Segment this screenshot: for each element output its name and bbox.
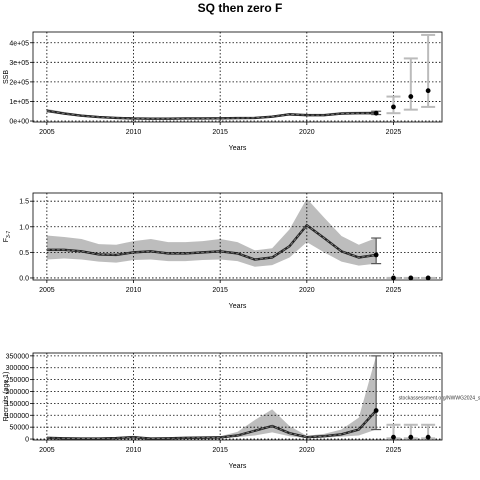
y-tick-label: 1e+05 — [9, 99, 29, 106]
y-tick-label: 200000 — [6, 389, 29, 396]
x-tick-label: 2025 — [386, 129, 402, 136]
projection-2025 — [386, 423, 401, 440]
x-tick-label: 2020 — [299, 287, 315, 294]
x-axis-label: Years — [229, 303, 247, 310]
x-tick-label: 2010 — [126, 129, 142, 136]
y-axis-label: SSB — [3, 70, 10, 84]
x-axis-label: Years — [229, 145, 247, 152]
chart-panels: 2005 2010 2015 2020 2025 0e+00 1e+05 2e+05 3e+05… — [3, 31, 480, 470]
x-tick-label: 2025 — [386, 447, 402, 454]
y-tick-label: 4e+05 — [9, 40, 29, 47]
projection-point — [425, 275, 431, 281]
plot-frame — [32, 192, 443, 281]
x-tick-label: 2010 — [126, 287, 142, 294]
y-tick-label: 50000 — [10, 425, 30, 432]
series-line-dashed — [46, 110, 377, 120]
projection-2026 — [403, 275, 418, 281]
panel-f: 2005 2010 2015 2020 2025 0.0 0.5 1.0 1.5 Years F3-… — [3, 192, 443, 310]
x-tick-label: 2010 — [126, 447, 142, 454]
confidence-band — [46, 198, 377, 267]
projection-point — [425, 434, 431, 440]
y-tick-label: 0 — [25, 437, 29, 444]
y-axis-label: Recruits (age 1) — [3, 372, 10, 422]
data-point — [373, 252, 379, 258]
y-tick-label: 1.0 — [19, 224, 29, 231]
x-tick-label: 2005 — [39, 447, 55, 454]
y-axis-label-subscript: 3-7 — [6, 231, 12, 238]
x-tick-label: 2015 — [212, 129, 228, 136]
projection-point — [391, 104, 396, 110]
y-tick-label: 2e+05 — [9, 79, 29, 86]
x-axis-label: Years — [229, 463, 247, 470]
chart-title: SQ then zero F — [198, 1, 283, 15]
y-tick-label: 3e+05 — [9, 60, 29, 67]
x-tick-label: 2015 — [212, 447, 228, 454]
x-tick-label: 2015 — [212, 287, 228, 294]
x-tick-label: 2025 — [386, 287, 402, 294]
projection-point — [391, 434, 396, 440]
series-line-dashed — [46, 410, 377, 439]
confidence-band — [46, 355, 377, 439]
projection-2026 — [403, 57, 418, 111]
y-tick-label: 350000 — [6, 353, 29, 360]
projection-2025 — [386, 275, 401, 281]
terminal-errorbar — [371, 237, 382, 265]
projection-2027 — [421, 33, 436, 108]
projection-point — [408, 275, 414, 281]
projection-2027 — [421, 423, 436, 440]
y-tick-label: 0.5 — [19, 250, 29, 257]
watermark-annotation: stockassessment.org/NWWG2024_sh — [399, 395, 480, 401]
terminal-errorbar — [371, 355, 382, 431]
y-tick-label: 250000 — [6, 377, 29, 384]
y-tick-label: 100000 — [6, 413, 29, 420]
x-tick-label: 2005 — [39, 287, 55, 294]
projection-point — [391, 275, 396, 281]
y-tick-label: 300000 — [6, 365, 29, 372]
plot-frame — [32, 31, 443, 123]
data-point — [373, 408, 379, 413]
x-tick-label: 2020 — [299, 447, 315, 454]
y-axis-label: F3-7 — [3, 231, 12, 243]
panel-rec: 2005 2010 2015 2020 2025 0 50000 100000 150000 20… — [3, 352, 480, 470]
y-tick-label: 0.0 — [19, 275, 29, 282]
projection-point — [408, 94, 414, 99]
projection-2025 — [386, 95, 401, 115]
series-line-dashed — [46, 224, 377, 260]
x-tick-label: 2005 — [39, 129, 55, 136]
projection-2027 — [421, 275, 436, 281]
y-tick-label: 1.5 — [19, 199, 29, 206]
projection-point — [408, 434, 414, 440]
x-tick-label: 2020 — [299, 129, 315, 136]
data-point — [373, 110, 379, 116]
projection-2026 — [403, 423, 418, 440]
projection-point — [425, 88, 431, 94]
y-tick-label: 150000 — [6, 401, 29, 408]
plot-frame — [32, 352, 443, 441]
panel-ssb: 2005 2010 2015 2020 2025 0e+00 1e+05 2e+05 3e+05… — [3, 31, 443, 152]
y-tick-label: 0e+00 — [9, 119, 29, 126]
